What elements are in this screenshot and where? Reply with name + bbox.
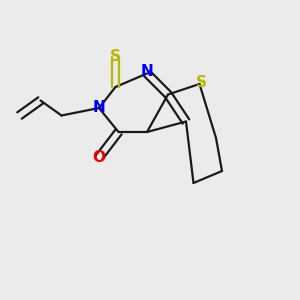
Text: S: S bbox=[196, 75, 206, 90]
Text: O: O bbox=[92, 150, 106, 165]
Text: N: N bbox=[141, 64, 153, 79]
Text: N: N bbox=[93, 100, 105, 116]
Text: S: S bbox=[110, 50, 121, 64]
